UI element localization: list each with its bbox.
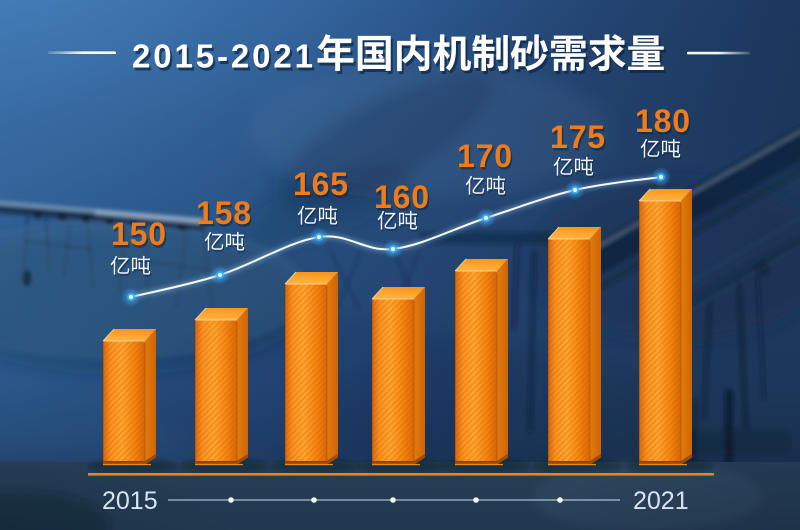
svg-text:158: 158 <box>198 198 253 234</box>
svg-text:160: 160 <box>376 182 431 218</box>
svg-text:180: 180 <box>637 106 692 142</box>
svg-text:2021: 2021 <box>633 487 689 515</box>
svg-text:175: 175 <box>550 119 605 155</box>
svg-text:2015-2021: 2015-2021 <box>134 41 318 78</box>
svg-text:180: 180 <box>635 103 690 139</box>
svg-text:150: 150 <box>111 216 166 252</box>
svg-text:165: 165 <box>293 166 348 202</box>
svg-text:158: 158 <box>196 195 251 231</box>
svg-text:165: 165 <box>295 169 350 205</box>
svg-text:150: 150 <box>113 219 168 255</box>
svg-text:170: 170 <box>459 141 514 177</box>
svg-text:175: 175 <box>552 122 607 158</box>
svg-text:2015: 2015 <box>102 487 158 515</box>
svg-text:2015-2021: 2015-2021 <box>132 38 316 75</box>
svg-text:170: 170 <box>457 138 512 174</box>
svg-text:160: 160 <box>374 179 429 215</box>
